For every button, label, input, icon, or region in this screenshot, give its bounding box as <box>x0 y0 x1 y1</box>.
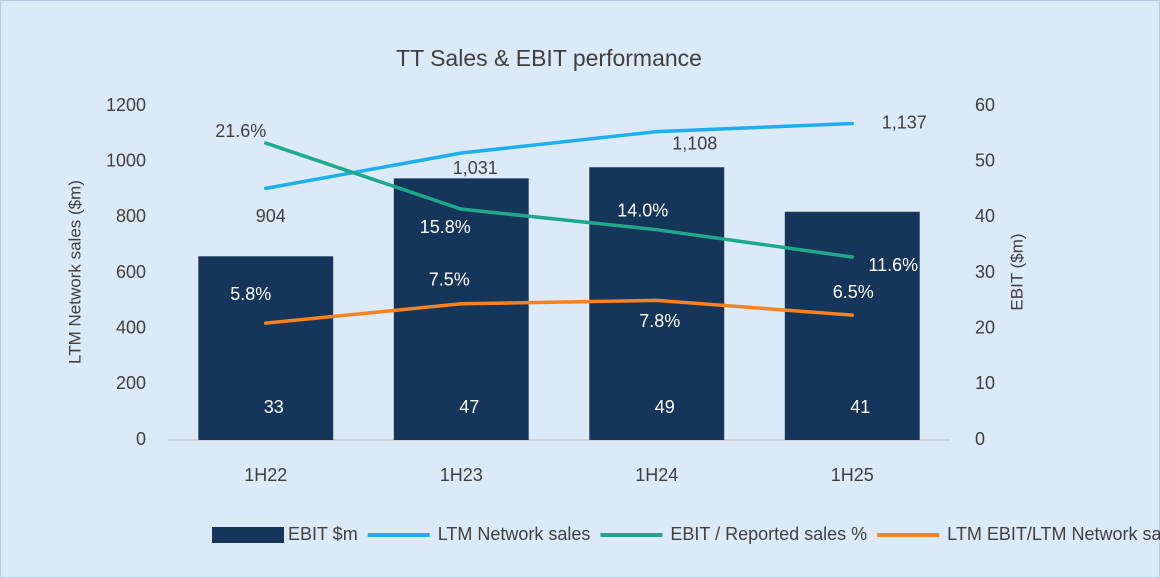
x-tick-label: 1H23 <box>440 465 483 485</box>
y2-tick-label: 40 <box>975 206 995 226</box>
bar-value-label: 33 <box>264 397 284 417</box>
y2-tick-label: 0 <box>975 429 985 449</box>
data-label: 21.6% <box>215 121 266 141</box>
data-label: 7.5% <box>429 270 470 290</box>
y2-tick-label: 30 <box>975 262 995 282</box>
y2-axis-label: EBIT ($m) <box>1007 233 1026 310</box>
data-label: 6.5% <box>833 282 874 302</box>
y2-tick-label: 20 <box>975 317 995 337</box>
x-tick-label: 1H22 <box>244 465 287 485</box>
line <box>264 141 854 259</box>
y-tick-label: 200 <box>116 373 146 393</box>
y-axis-label: LTM Network sales ($m) <box>65 180 84 364</box>
data-label: 1,137 <box>882 112 927 132</box>
y-tick-label: 400 <box>116 317 146 337</box>
data-label: 904 <box>256 206 286 226</box>
line <box>264 298 854 325</box>
legend-label: LTM EBIT/LTM Network sales % <box>947 524 1160 544</box>
x-tick-label: 1H25 <box>831 465 874 485</box>
x-tick-label: 1H24 <box>635 465 678 485</box>
bar-value-label: 47 <box>459 397 479 417</box>
data-label: 1,108 <box>672 133 717 153</box>
y-tick-label: 1200 <box>106 95 146 115</box>
legend-swatch <box>212 527 284 543</box>
chart-title: TT Sales & EBIT performance <box>396 45 702 71</box>
data-label: 15.8% <box>420 217 471 237</box>
legend-label: EBIT / Reported sales % <box>670 524 867 544</box>
y-tick-label: 1000 <box>106 150 146 170</box>
bar <box>198 256 334 440</box>
data-label: 11.6% <box>868 255 918 275</box>
bar-value-label: 49 <box>655 397 675 417</box>
y2-tick-label: 50 <box>975 150 995 170</box>
data-label: 1,031 <box>453 158 498 178</box>
legend-label: EBIT $m <box>288 524 358 544</box>
data-label: 14.0% <box>617 200 668 220</box>
legend-label: LTM Network sales <box>438 524 591 544</box>
line <box>264 121 854 191</box>
y-tick-label: 0 <box>136 429 146 449</box>
data-label: 7.8% <box>639 311 680 331</box>
y2-tick-label: 10 <box>975 373 995 393</box>
y-tick-label: 800 <box>116 206 146 226</box>
data-label: 5.8% <box>230 284 271 304</box>
bar-value-label: 41 <box>850 397 870 417</box>
y-tick-label: 600 <box>116 262 146 282</box>
y2-tick-label: 60 <box>975 95 995 115</box>
